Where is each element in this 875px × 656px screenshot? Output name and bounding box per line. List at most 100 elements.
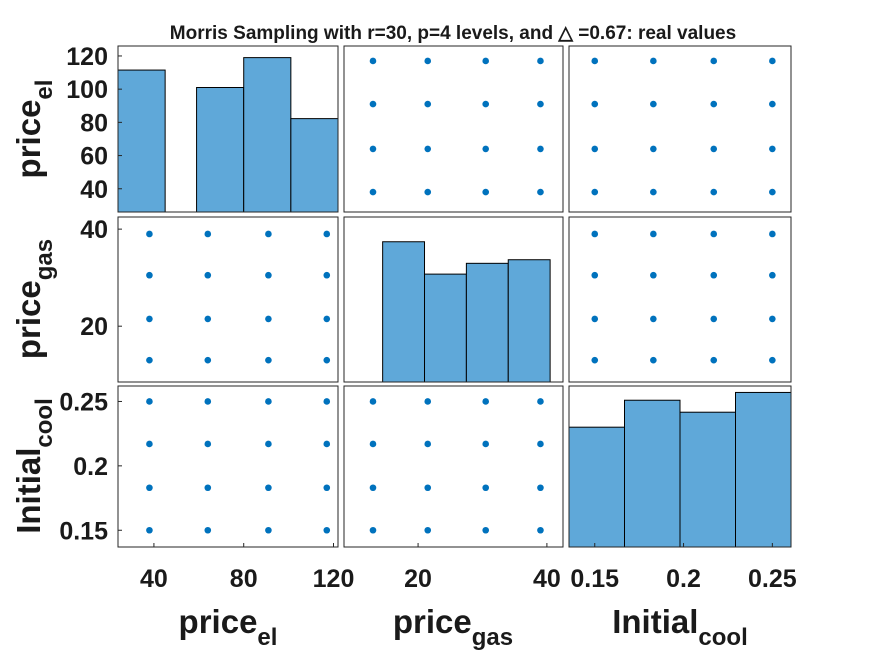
x-tick-label: 80 <box>230 565 258 593</box>
scatter-point <box>591 57 599 65</box>
scatter-point <box>265 271 272 279</box>
scatter-point <box>482 484 490 492</box>
hist-bar <box>507 259 551 383</box>
y-tick-label: 40 <box>80 216 108 244</box>
panel-0-0 <box>117 45 339 213</box>
scatter-point <box>146 398 153 405</box>
scatter-point <box>265 356 272 364</box>
scatter-point <box>537 145 544 153</box>
panel-1-1 <box>343 216 564 383</box>
scatter-point <box>769 315 776 323</box>
y-tick-label: 60 <box>80 143 108 171</box>
y-tick-label: 80 <box>80 109 108 137</box>
y-tick-label: 0.15 <box>59 517 108 545</box>
scatter-point <box>650 271 657 279</box>
x-tick-label: 120 <box>313 565 355 593</box>
scatter-point <box>424 57 432 65</box>
scatter-point <box>710 145 718 153</box>
x-tick-label: 0.2 <box>666 565 701 593</box>
scatter-point <box>591 230 599 238</box>
hist-bar <box>196 87 245 213</box>
scatter-point <box>424 145 432 153</box>
panel-1-0 <box>117 216 339 383</box>
hist-bar <box>243 57 292 213</box>
x-tick-label: 0.15 <box>570 565 619 593</box>
scatter-point <box>650 145 657 153</box>
panel-frame <box>568 216 792 383</box>
scatter-point <box>482 188 490 196</box>
scatter-point <box>650 315 657 323</box>
column-labels: 40 80 120 20 40 0.15 0.2 0.25 priceel pricegas Ini… <box>140 543 797 651</box>
scatter-point <box>650 57 657 65</box>
scatter-point <box>710 356 718 364</box>
scatter-point <box>710 57 718 65</box>
scatter-point <box>323 484 331 492</box>
scatter-point <box>323 398 331 405</box>
scatter-point <box>482 398 490 405</box>
scatter-point <box>369 526 377 534</box>
x-tick-label: 40 <box>140 565 168 593</box>
scatter-point <box>146 271 153 279</box>
scatter-point <box>369 440 377 448</box>
panel-frame <box>343 45 564 213</box>
scatter-point <box>482 526 490 534</box>
scatter-point <box>769 100 776 108</box>
y-tick-label: 100 <box>66 76 108 104</box>
panel-2-0 <box>117 385 339 548</box>
scatter-point <box>591 271 599 279</box>
scatter-point <box>424 188 432 196</box>
scatter-point <box>424 100 432 108</box>
scatter-point <box>482 57 490 65</box>
scatter-point <box>265 398 272 405</box>
scatter-point <box>710 271 718 279</box>
scatter-point <box>369 484 377 492</box>
scatter-point <box>769 57 776 65</box>
scatter-point <box>537 57 544 65</box>
scatter-point <box>710 230 718 238</box>
y-tick-label: 20 <box>80 313 108 341</box>
scatter-point <box>369 188 377 196</box>
scatter-point <box>710 315 718 323</box>
scatter-point <box>265 315 272 323</box>
hist-bar <box>117 69 166 213</box>
x-tick-label: 40 <box>533 565 561 593</box>
scatter-point <box>650 100 657 108</box>
scatter-point <box>650 230 657 238</box>
y-axis-label-group: Initialcool <box>10 398 58 534</box>
x-axis-label-1: pricegas <box>393 603 513 651</box>
scatter-point <box>591 188 599 196</box>
scatter-point <box>769 230 776 238</box>
y-axis-label-group: pricegas <box>10 239 58 359</box>
y-tick-label: 40 <box>80 176 108 204</box>
y-axis-label-group: priceel <box>10 80 58 179</box>
scatter-point <box>369 100 377 108</box>
scatter-point <box>537 440 544 448</box>
scatter-point <box>265 484 272 492</box>
scatter-point <box>204 356 212 364</box>
panel-frame <box>117 216 339 383</box>
scatter-point <box>537 484 544 492</box>
scatter-point <box>323 440 331 448</box>
scatter-point <box>482 440 490 448</box>
row-labels: 40 60 80 100 120 20 40 0.15 0.2 0.25 priceel priceg… <box>10 43 122 545</box>
x-tick-label: 20 <box>404 565 432 593</box>
scatter-point <box>204 526 212 534</box>
scatter-point <box>424 526 432 534</box>
scatter-point <box>323 356 331 364</box>
scatter-point <box>769 271 776 279</box>
scatter-point <box>265 440 272 448</box>
scatter-point <box>323 526 331 534</box>
scatter-point <box>323 315 331 323</box>
y-axis-label-1: pricegas <box>10 239 58 359</box>
scatter-point <box>537 188 544 196</box>
scatter-point <box>591 100 599 108</box>
scatter-point <box>769 356 776 364</box>
panel-0-1 <box>343 45 564 213</box>
scatter-point <box>369 145 377 153</box>
scatter-point <box>769 145 776 153</box>
scatter-point <box>146 315 153 323</box>
hist-bar <box>624 399 681 548</box>
scatter-point <box>204 440 212 448</box>
panel-2-1 <box>343 385 564 548</box>
